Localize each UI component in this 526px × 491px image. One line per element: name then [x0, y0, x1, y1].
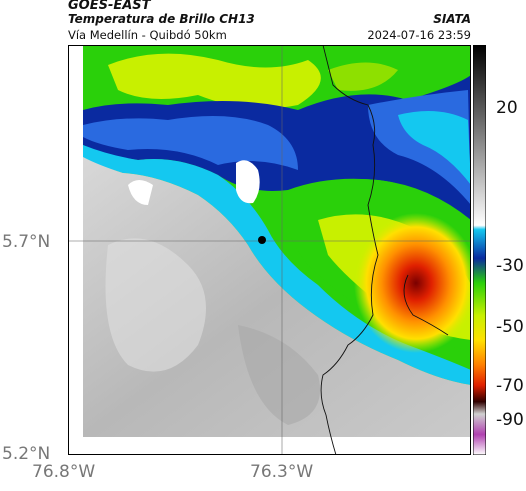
- colorbar-label-minus70: -70: [496, 376, 524, 396]
- colorbar-label-minus50: -50: [496, 317, 524, 337]
- product-title: Temperatura de Brillo CH13: [68, 12, 255, 26]
- brightness-temperature-map: [68, 45, 471, 455]
- lon-label-76.3: 76.3°W: [250, 462, 314, 482]
- colorbar-label-minus90: -90: [496, 410, 524, 430]
- temperature-colorbar: [473, 45, 486, 455]
- lat-label-5.2: 5.2°N: [2, 444, 51, 464]
- lat-label-5.7: 5.7°N: [2, 232, 51, 252]
- location-subtitle: Vía Medellín - Quibdó 50km: [68, 28, 227, 42]
- lon-label-76.8: 76.8°W: [32, 462, 96, 482]
- satellite-title: GOES-EAST: [68, 0, 151, 13]
- colorbar-label-20: 20: [496, 98, 518, 118]
- organization-label: SIATA: [433, 12, 471, 26]
- location-marker: [258, 236, 266, 244]
- colorbar-label-minus30: -30: [496, 256, 524, 276]
- datetime-label: 2024-07-16 23:59: [367, 28, 471, 42]
